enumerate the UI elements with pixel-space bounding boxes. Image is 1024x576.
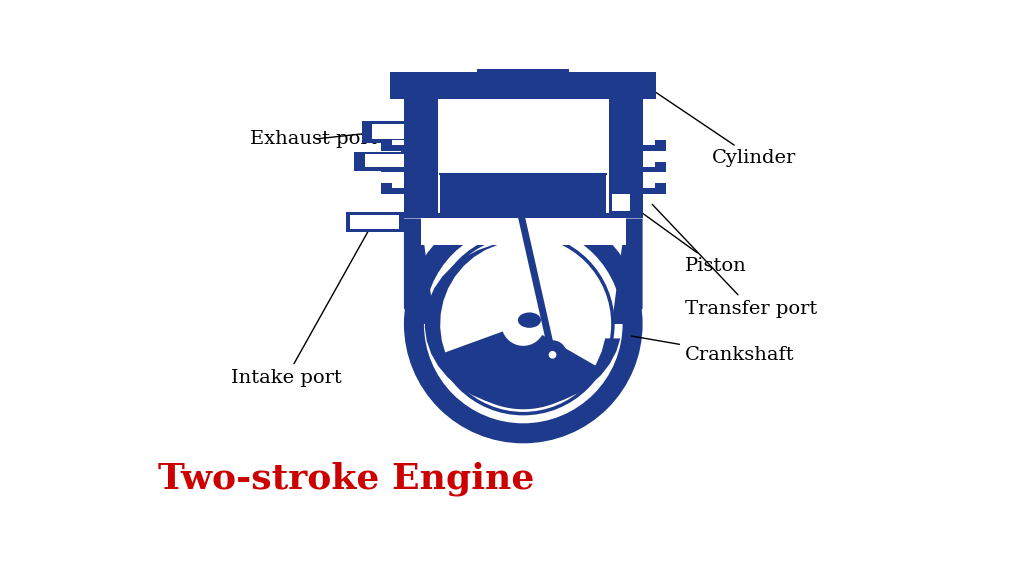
Bar <box>643 140 655 145</box>
Polygon shape <box>425 241 621 407</box>
Bar <box>643 183 666 194</box>
Bar <box>477 58 569 72</box>
Text: Cylinder: Cylinder <box>651 89 797 168</box>
Bar <box>391 140 403 145</box>
Circle shape <box>549 351 556 359</box>
Text: Piston: Piston <box>612 191 746 275</box>
Bar <box>390 72 656 99</box>
Circle shape <box>545 347 560 362</box>
Bar <box>517 31 529 41</box>
Bar <box>381 140 403 151</box>
Bar <box>361 122 403 143</box>
Bar <box>366 154 403 167</box>
Bar <box>391 161 403 167</box>
Circle shape <box>424 225 623 423</box>
Bar <box>643 140 666 151</box>
Bar <box>354 151 403 170</box>
Bar <box>381 161 403 172</box>
Circle shape <box>514 203 524 213</box>
Bar <box>372 124 403 139</box>
Bar <box>421 217 626 245</box>
Bar <box>400 122 403 170</box>
Bar <box>440 174 606 214</box>
Bar <box>381 183 403 194</box>
Text: Crankshaft: Crankshaft <box>632 336 795 364</box>
Text: Exhaust port: Exhaust port <box>250 130 378 148</box>
Bar <box>514 41 532 58</box>
Text: Intake port: Intake port <box>230 225 372 387</box>
Bar <box>643 161 666 172</box>
Bar <box>391 183 403 188</box>
Bar <box>608 190 640 215</box>
Bar <box>346 213 403 232</box>
Circle shape <box>518 22 528 31</box>
Polygon shape <box>611 218 643 324</box>
Bar <box>438 99 608 214</box>
Bar <box>350 215 401 229</box>
Bar <box>643 183 655 188</box>
Polygon shape <box>443 331 597 410</box>
Circle shape <box>403 204 643 444</box>
Polygon shape <box>403 218 435 324</box>
Bar <box>403 99 643 218</box>
Bar <box>611 194 630 211</box>
Bar <box>399 213 403 232</box>
Ellipse shape <box>518 312 541 328</box>
Text: Transfer port: Transfer port <box>652 204 817 317</box>
Bar <box>643 161 655 167</box>
Text: Two-stroke Engine: Two-stroke Engine <box>158 461 534 496</box>
